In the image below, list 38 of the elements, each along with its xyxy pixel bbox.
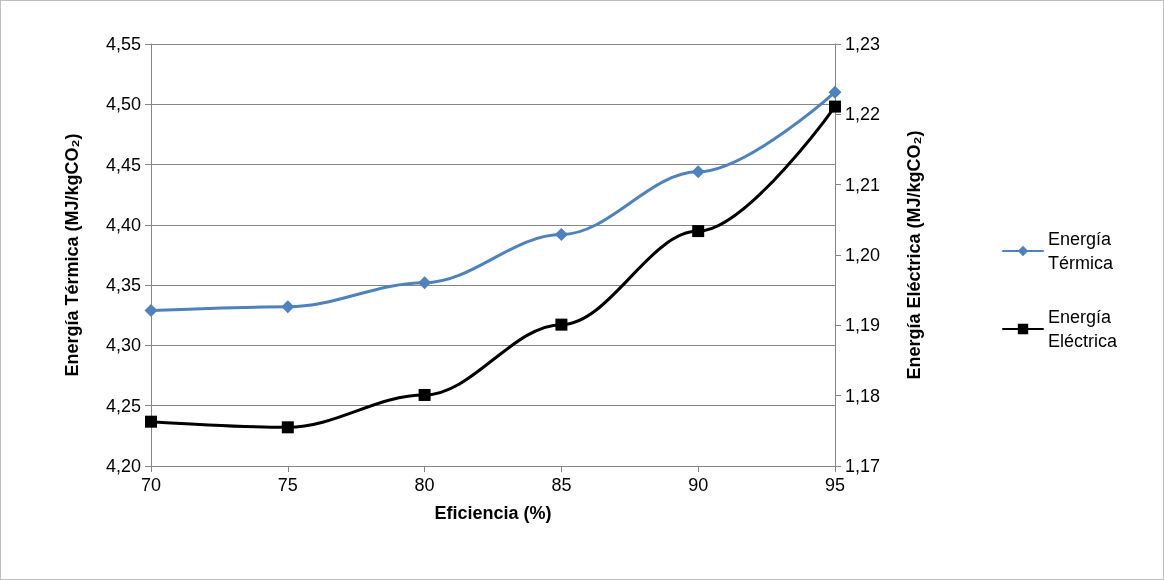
y2-tick-label: 1,23 bbox=[845, 34, 881, 54]
y-tick-label: 4,50 bbox=[105, 94, 141, 115]
point bbox=[281, 300, 295, 314]
y-tick-label: 4,30 bbox=[105, 335, 141, 356]
y2-axis-title: Energía Eléctrica (MJ/kgCO₂) bbox=[904, 130, 924, 380]
y-tick-label: 4,55 bbox=[105, 34, 141, 54]
y-tick-label: 4,25 bbox=[105, 395, 141, 416]
x-tick-label: 95 bbox=[824, 475, 846, 495]
point bbox=[418, 388, 431, 401]
point bbox=[418, 276, 432, 290]
y2-tick-label: 1,17 bbox=[845, 456, 881, 476]
y2-tick-label: 1,21 bbox=[845, 174, 881, 195]
y2-tick-label: 1,18 bbox=[845, 385, 881, 406]
point bbox=[555, 318, 568, 331]
y-tick-label: 4,40 bbox=[105, 214, 141, 235]
y2-tick-label: 1,20 bbox=[845, 245, 881, 265]
point bbox=[145, 415, 157, 428]
point bbox=[281, 421, 294, 434]
y2-tick-label: 1,22 bbox=[845, 104, 881, 125]
point bbox=[828, 85, 842, 99]
y-tick-label: 4,20 bbox=[105, 456, 141, 476]
point bbox=[691, 165, 705, 179]
x-tick-label: 80 bbox=[414, 475, 435, 495]
y-tick-label: 4,35 bbox=[105, 275, 141, 296]
x-tick-label: 85 bbox=[551, 475, 572, 495]
point bbox=[692, 225, 705, 238]
y2-tick-label: 1,19 bbox=[845, 315, 881, 336]
point bbox=[144, 303, 158, 317]
point bbox=[554, 228, 568, 241]
x-tick-label: 70 bbox=[140, 475, 162, 495]
point bbox=[829, 100, 841, 113]
x-tick-label: 90 bbox=[688, 475, 709, 495]
x-axis-title: Eficiencia (%) bbox=[434, 503, 552, 523]
legend-label: Energía Eléctrica bbox=[1048, 307, 1119, 351]
x-tick-label: 75 bbox=[277, 475, 298, 495]
y-axis-title: Energía Térmica (MJ/kgCO₂) bbox=[62, 133, 82, 377]
y-tick-label: 4,45 bbox=[105, 154, 141, 175]
legend-label: Energía Térmica bbox=[1048, 229, 1117, 273]
